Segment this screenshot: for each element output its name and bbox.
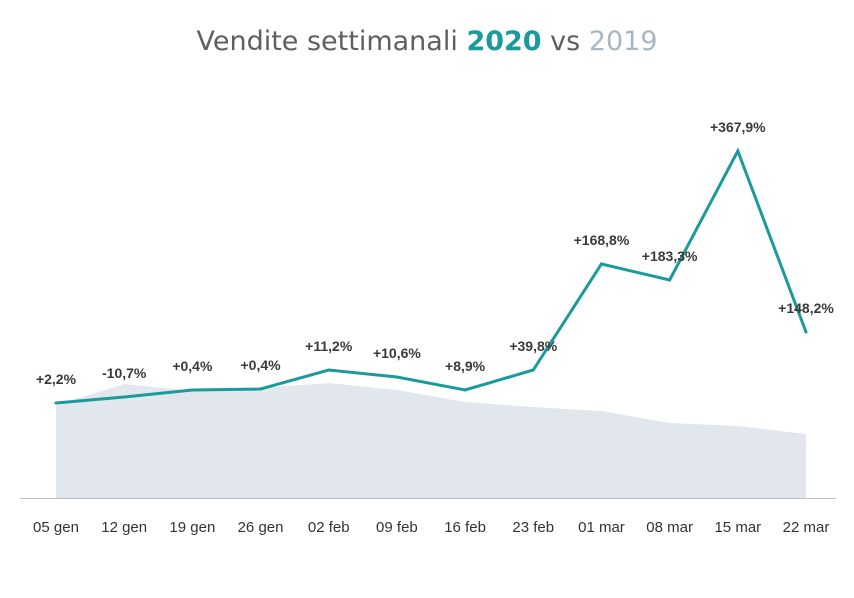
data-label: +0,4% [240, 357, 281, 373]
data-label: +39,8% [509, 338, 557, 354]
x-tick-label: 05 gen [33, 519, 79, 536]
title-year-2020: 2020 [466, 26, 542, 57]
x-tick-label: 26 gen [238, 519, 284, 536]
x-tick-label: 16 feb [444, 519, 486, 536]
data-label: +0,4% [172, 358, 213, 374]
data-label: +183,3% [642, 248, 698, 264]
series-2020-point [259, 387, 263, 391]
series-2020-line [55, 147, 808, 405]
series-2020-point [122, 395, 126, 399]
series-2020-point [804, 330, 808, 334]
data-label: +11,2% [305, 338, 353, 354]
data-label: +10,6% [373, 345, 421, 361]
series-2020-point [395, 375, 399, 379]
title-prefix: Vendite settimanali [196, 26, 467, 57]
data-label: +168,8% [574, 232, 630, 248]
x-tick-label: 22 mar [783, 519, 830, 536]
series-2020-point [531, 368, 535, 372]
x-tick-label: 08 mar [646, 519, 693, 536]
series-2020-point [599, 262, 603, 266]
series-2020-point [190, 388, 194, 392]
series-2020-point [736, 149, 740, 153]
data-label: +367,9% [710, 119, 766, 135]
data-labels: +2,2% -10,7% +0,4% +0,4% +11,2% +10,6% +8,9% +3… [36, 119, 834, 387]
data-label: +148,2% [778, 300, 834, 316]
title-year-2019: 2019 [588, 26, 658, 57]
series-2020-point [54, 401, 58, 405]
x-tick-label: 15 mar [714, 519, 761, 536]
series-2020-point [668, 278, 672, 282]
x-tick-labels: 05 gen 12 gen 19 gen 26 gen 02 feb 09 feb 16 f… [33, 519, 829, 536]
data-label: +2,2% [36, 371, 77, 387]
x-tick-label: 23 feb [512, 519, 554, 536]
series-2019-area-layer [56, 383, 806, 498]
data-label: -10,7% [102, 365, 147, 381]
series-2019-area [56, 383, 806, 498]
data-label: +8,9% [445, 358, 486, 374]
series-2020-point [463, 388, 467, 392]
x-tick-label: 12 gen [101, 519, 147, 536]
x-tick-label: 09 feb [376, 519, 418, 536]
title-middle: vs [541, 26, 589, 57]
x-tick-label: 01 mar [578, 519, 625, 536]
series-2020-point [327, 368, 331, 372]
chart-title: Vendite settimanali 2020 vs 2019 [0, 26, 854, 57]
x-tick-label: 02 feb [308, 519, 350, 536]
series-2020-line-layer [54, 147, 808, 405]
x-tick-label: 19 gen [169, 519, 215, 536]
